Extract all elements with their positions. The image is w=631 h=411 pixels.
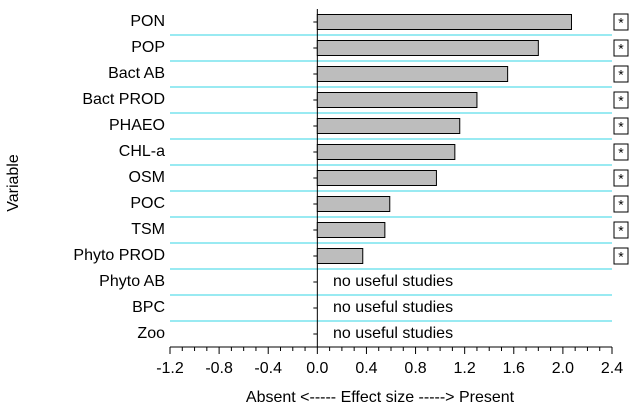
bar <box>316 14 572 30</box>
significance-box <box>613 91 629 109</box>
bar <box>316 170 437 186</box>
note: no useful studies <box>333 325 453 342</box>
significance-mark: * <box>618 93 624 109</box>
significance-box <box>613 65 629 83</box>
x-tick-label: 0.0 <box>306 360 328 377</box>
x-tick-label: 1.2 <box>454 360 476 377</box>
x-tick-label: 0.8 <box>404 360 426 377</box>
significance-mark: * <box>618 171 624 187</box>
y-tick-label: POP <box>131 39 165 56</box>
bar <box>316 196 391 212</box>
significance-mark: * <box>618 15 624 31</box>
x-tick-label: 0.4 <box>355 360 377 377</box>
x-tick-label: -1.2 <box>156 360 184 377</box>
bar <box>316 40 539 56</box>
significance-box <box>613 13 629 31</box>
y-tick-label: OSM <box>129 169 165 186</box>
note: no useful studies <box>333 299 453 316</box>
significance-mark: * <box>618 145 624 161</box>
y-tick-label: Bact AB <box>108 65 165 82</box>
y-tick-label: BPC <box>132 299 165 316</box>
significance-mark: * <box>618 223 624 239</box>
significance-mark: * <box>618 249 624 265</box>
significance-box <box>613 117 629 135</box>
bar <box>316 222 386 238</box>
y-tick-label: POC <box>130 195 165 212</box>
significance-box <box>613 247 629 265</box>
significance-mark: * <box>618 197 624 213</box>
bar <box>316 144 456 160</box>
y-tick-label: Zoo <box>137 325 165 342</box>
y-tick-label: CHL-a <box>119 143 165 160</box>
y-axis-label: Variable <box>5 154 22 212</box>
y-tick-label: Phyto PROD <box>73 247 165 264</box>
significance-mark: * <box>618 119 624 135</box>
significance-box <box>613 39 629 57</box>
bar <box>316 118 461 134</box>
y-tick-label: PON <box>130 13 165 30</box>
bar <box>316 66 509 82</box>
significance-mark: * <box>618 67 624 83</box>
y-tick-label: TSM <box>131 221 165 238</box>
y-tick-label: PHAEO <box>109 117 165 134</box>
significance-box <box>613 221 629 239</box>
x-tick-label: -0.8 <box>205 360 233 377</box>
significance-mark: * <box>618 41 624 57</box>
x-tick-label: 2.4 <box>601 360 623 377</box>
note: no useful studies <box>333 273 453 290</box>
y-tick-label: Bact PROD <box>82 91 165 108</box>
significance-box <box>613 195 629 213</box>
y-tick-label: Phyto AB <box>99 273 165 290</box>
x-axis-label: Absent <----- Effect size -----> Present <box>246 389 515 406</box>
significance-box <box>613 169 629 187</box>
x-tick-label: 1.6 <box>503 360 525 377</box>
x-tick-label: -0.4 <box>254 360 282 377</box>
bar <box>316 92 478 108</box>
x-tick-label: 2.0 <box>552 360 574 377</box>
bar <box>316 248 364 264</box>
significance-box <box>613 143 629 161</box>
